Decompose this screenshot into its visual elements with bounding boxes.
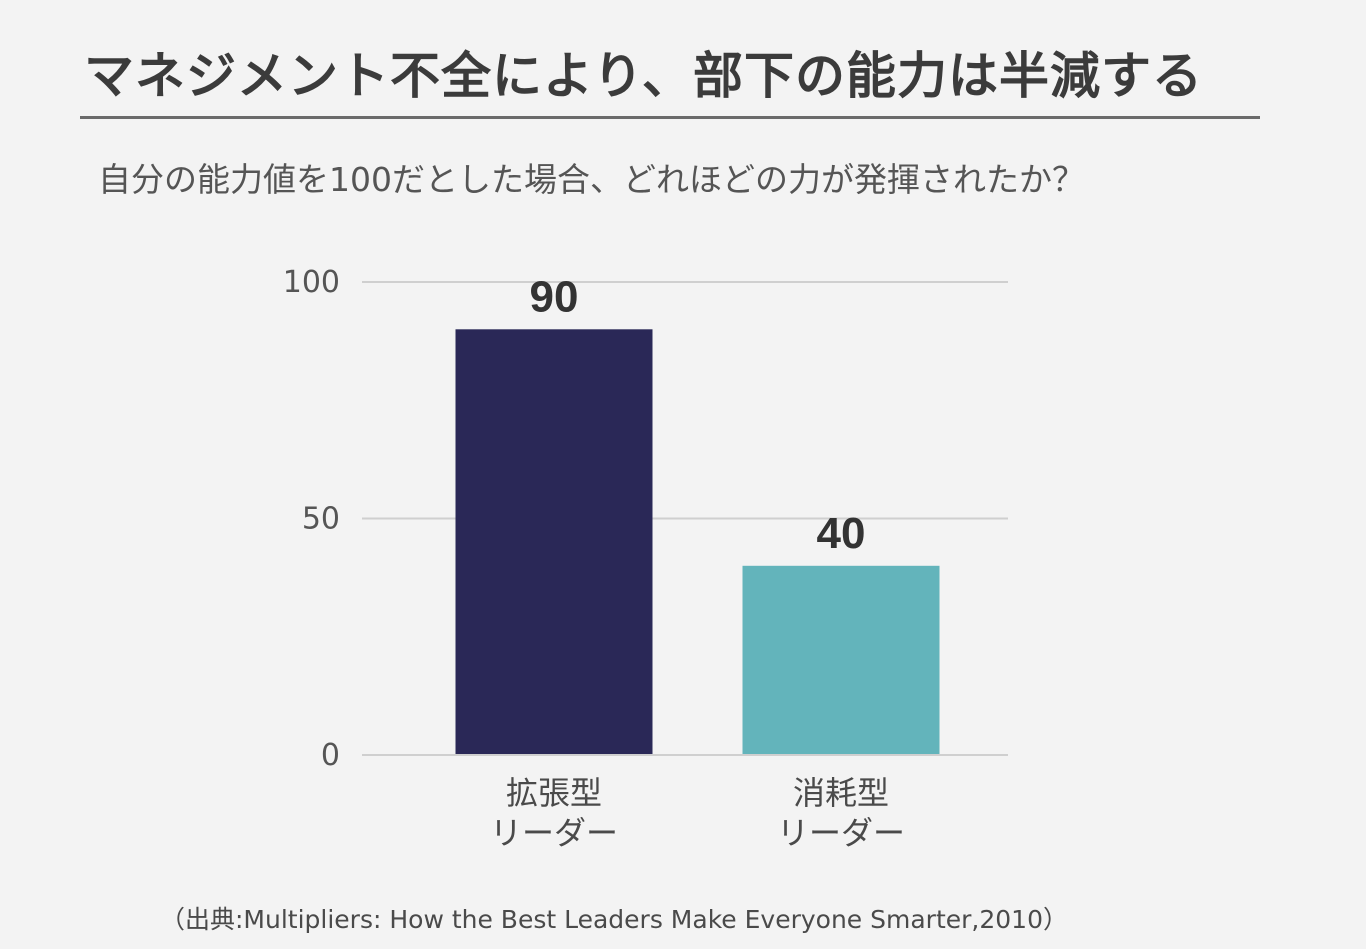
data-label: 40	[817, 509, 866, 558]
y-tick-label: 0	[321, 738, 340, 773]
source-citation: （出典:Multipliers: How the Best Leaders Ma…	[160, 905, 1068, 934]
y-tick-label: 50	[302, 502, 340, 537]
x-tick-label: リーダー	[490, 814, 618, 852]
title-divider	[80, 116, 1260, 119]
bar	[455, 329, 653, 755]
page-title: マネジメント不全により、部下の能力は半減する	[84, 47, 1203, 105]
x-tick-label: 拡張型	[506, 774, 602, 812]
x-tick-label: リーダー	[777, 814, 905, 852]
page-subtitle: 自分の能力値を100だとした場合、どれほどの力が発揮されたか？	[98, 160, 1085, 199]
y-tick-label: 100	[283, 265, 340, 300]
bar	[742, 565, 940, 755]
data-label: 90	[530, 272, 579, 321]
x-tick-label: 消耗型	[793, 774, 889, 812]
